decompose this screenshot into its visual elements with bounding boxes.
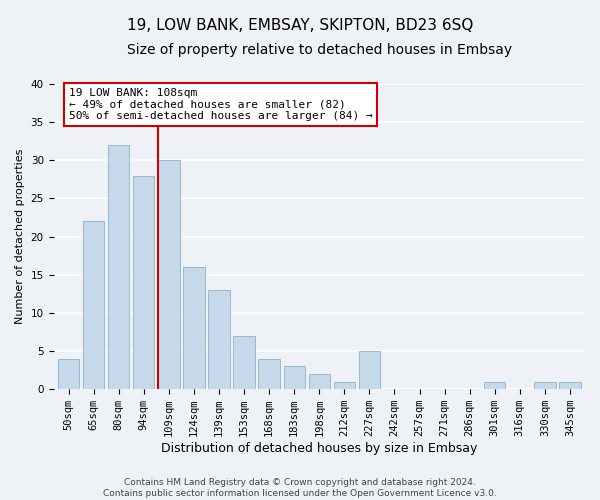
Text: Contains HM Land Registry data © Crown copyright and database right 2024.
Contai: Contains HM Land Registry data © Crown c… bbox=[103, 478, 497, 498]
Bar bbox=[58, 358, 79, 389]
Bar bbox=[183, 267, 205, 389]
Bar bbox=[83, 222, 104, 389]
Bar bbox=[308, 374, 330, 389]
Y-axis label: Number of detached properties: Number of detached properties bbox=[15, 149, 25, 324]
Title: Size of property relative to detached houses in Embsay: Size of property relative to detached ho… bbox=[127, 42, 512, 56]
Bar bbox=[284, 366, 305, 389]
Bar bbox=[334, 382, 355, 389]
Bar bbox=[484, 382, 505, 389]
Bar bbox=[359, 351, 380, 389]
Text: 19 LOW BANK: 108sqm
← 49% of detached houses are smaller (82)
50% of semi-detach: 19 LOW BANK: 108sqm ← 49% of detached ho… bbox=[69, 88, 373, 121]
Bar bbox=[208, 290, 230, 389]
Bar bbox=[534, 382, 556, 389]
Bar bbox=[133, 176, 154, 389]
X-axis label: Distribution of detached houses by size in Embsay: Distribution of detached houses by size … bbox=[161, 442, 478, 455]
Bar bbox=[559, 382, 581, 389]
Text: 19, LOW BANK, EMBSAY, SKIPTON, BD23 6SQ: 19, LOW BANK, EMBSAY, SKIPTON, BD23 6SQ bbox=[127, 18, 473, 32]
Bar bbox=[108, 145, 130, 389]
Bar bbox=[158, 160, 179, 389]
Bar bbox=[259, 358, 280, 389]
Bar bbox=[233, 336, 255, 389]
